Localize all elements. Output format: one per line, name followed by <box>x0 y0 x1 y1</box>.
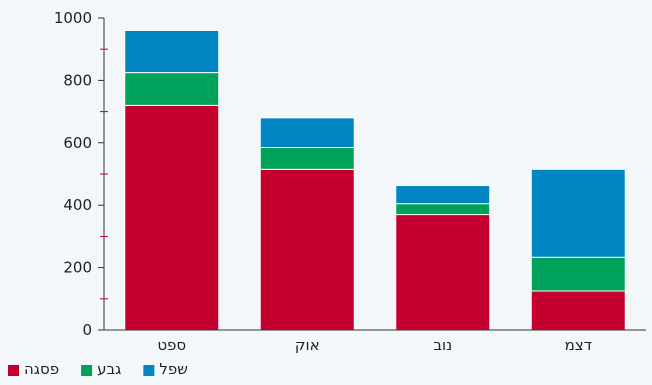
bar-2-series-1 <box>259 168 355 331</box>
bar-4-series-2 <box>530 256 626 292</box>
legend-swatch-1 <box>8 365 19 376</box>
legend-swatch-3 <box>143 365 155 376</box>
y-tick-label-200: 200 <box>63 259 92 277</box>
bar-3-series-3 <box>395 185 491 205</box>
bar-1-series-2 <box>124 72 220 106</box>
bars <box>124 29 626 331</box>
x-category-label-1: ספט <box>157 336 186 354</box>
bar-3-series-1 <box>395 214 491 331</box>
y-tick-label-1000: 1000 <box>54 9 92 27</box>
y-tick-label-600: 600 <box>63 134 92 152</box>
x-category-label-3: נוב <box>433 336 452 354</box>
y-axis: 0 200 400 600 800 1000 <box>54 9 108 339</box>
x-axis: ספט אוק נוב דצמ <box>98 329 646 354</box>
legend-label-1: פסגה <box>24 360 59 378</box>
y-tick-label-400: 400 <box>63 196 92 214</box>
legend-swatch-2 <box>81 365 93 376</box>
y-tick-label-0: 0 <box>82 321 92 339</box>
legend: פסגה גבע שפל <box>8 360 188 378</box>
bar-1-series-1 <box>124 104 220 331</box>
bar-4-series-3 <box>530 168 626 258</box>
legend-label-3: שפל <box>159 360 188 378</box>
bar-3-series-2 <box>395 203 491 216</box>
bar-4-series-1 <box>530 290 626 331</box>
bar-1-series-3 <box>124 29 220 74</box>
x-category-label-4: דצמ <box>565 336 592 354</box>
y-tick-label-800: 800 <box>63 71 92 89</box>
bar-2-series-3 <box>259 117 355 148</box>
bar-2-series-2 <box>259 146 355 170</box>
legend-label-2: גבע <box>97 360 121 378</box>
x-category-label-2: אוק <box>295 336 320 354</box>
